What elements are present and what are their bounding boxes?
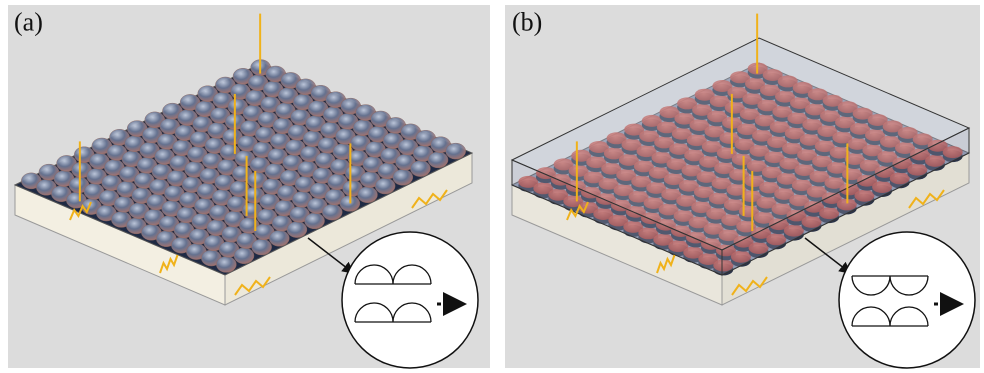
- page: (a) (b) (() => { const data = JSON.parse…: [0, 0, 984, 373]
- lens: [393, 169, 413, 185]
- panel-label: (b): [512, 7, 542, 36]
- lens: [269, 230, 289, 246]
- lens: [216, 256, 236, 272]
- panel-label: (a): [14, 7, 43, 36]
- inset: [342, 232, 478, 368]
- panel-b: (b): [505, 5, 980, 368]
- figure: (a) (b): [0, 0, 984, 373]
- lens: [234, 248, 254, 264]
- lens: [410, 161, 430, 177]
- lens: [322, 204, 342, 220]
- lens: [428, 152, 448, 168]
- lens: [252, 239, 272, 255]
- lens: [305, 213, 325, 229]
- lens: [357, 187, 377, 203]
- lens: [287, 222, 307, 238]
- lens: [375, 178, 395, 194]
- lens: [446, 143, 466, 159]
- panel-a: (a): [8, 5, 490, 368]
- inset: [839, 232, 975, 368]
